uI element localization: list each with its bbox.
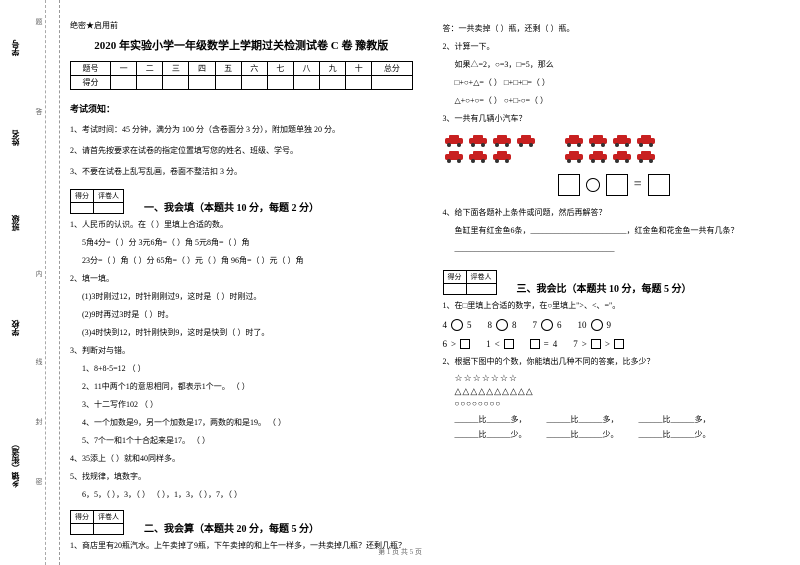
question: 2、填一填。 <box>70 273 413 285</box>
section-3-title: 三、我会比（本题共 10 分，每题 5 分） <box>517 280 692 295</box>
compare-circle <box>591 319 603 331</box>
car-icon <box>563 134 585 148</box>
question: 1、在□里填上合适的数字，在○里填上">、<、="。 <box>443 300 786 312</box>
fill-row: ______比______多， ______比______多， ______比_… <box>443 414 786 425</box>
compare-row: 45 88 76 109 <box>443 319 786 331</box>
binding-label-town: 乡镇（街道） <box>10 440 21 488</box>
table-row: 得分 <box>71 76 413 90</box>
question: 4、35添上（ ）就和40同样多。 <box>70 453 413 465</box>
compare-row: 6> 1< =4 7>> <box>443 339 786 349</box>
car-icon <box>611 150 633 164</box>
question-line: 如果△=2，○=3，□=5，那么 <box>443 59 786 71</box>
car-icon <box>491 150 513 164</box>
exam-title: 2020 年实验小学一年级数学上学期过关检测试卷 C 卷 豫教版 <box>70 37 413 53</box>
car-icon <box>515 134 537 148</box>
notice-item: 1、考试时间：45 分钟，满分为 100 分（含卷面分 3 分），附加题单独 2… <box>70 124 413 135</box>
question: 3、一共有几辆小汽车？ <box>443 113 786 125</box>
answer-line: 答：一共卖掉（ ）瓶，还剩（ ）瓶。 <box>443 23 786 35</box>
question-line: △+○+○=（ ） ○+□-○=（ ） <box>443 95 786 107</box>
car-icon <box>443 150 465 164</box>
binding-label-id: 学号 <box>10 40 21 56</box>
question-line: 5、7个一和1个十合起来是17。 （ ） <box>70 435 413 447</box>
question-line: 1、8+8-5=12 （ ） <box>70 363 413 375</box>
question-line: 鱼缸里有红金鱼6条，________________________，红金鱼和花… <box>443 225 786 237</box>
section-2-title: 二、我会算（本题共 20 分，每题 5 分） <box>144 520 319 535</box>
question-line: 4、一个加数是9，另一个加数是17，两数的和是19。 （ ） <box>70 417 413 429</box>
car-icon <box>467 150 489 164</box>
compare-square <box>530 339 540 349</box>
blank-line: ________________________________________ <box>443 243 786 255</box>
notice-title: 考试须知： <box>70 102 413 115</box>
car-icon <box>467 134 489 148</box>
secret-label: 绝密★启用前 <box>70 20 413 31</box>
compare-circle <box>451 319 463 331</box>
binding-margin: 学号 姓名 班级 学校 乡镇（街道） 题 答 内 线 封 密 <box>0 0 60 565</box>
question: 2、计算一下。 <box>443 41 786 53</box>
equation-boxes: = <box>443 174 786 196</box>
question-line: 6，5，（ ），3，（ ） （ ），1，3，（ ），7，（ ） <box>70 489 413 501</box>
answer-box <box>648 174 670 196</box>
circle-row: ○○○○○○○○ <box>455 399 786 408</box>
binding-char: 题 <box>34 18 44 25</box>
car-icon <box>587 150 609 164</box>
triangle-row: △△△△△△△△△△ <box>455 386 786 397</box>
section-1-title: 一、我会填（本题共 10 分，每题 2 分） <box>144 199 319 214</box>
binding-char: 答 <box>34 108 44 115</box>
compare-square <box>504 339 514 349</box>
car-icon <box>491 134 513 148</box>
notice-item: 3、不要在试卷上乱写乱画，卷面不整洁扣 3 分。 <box>70 166 413 177</box>
binding-label-school: 学校 <box>10 320 21 336</box>
binding-char: 内 <box>34 270 44 277</box>
binding-char: 封 <box>34 418 44 425</box>
question-line: (2)9时再过3时是（ ）时。 <box>70 309 413 321</box>
page-right: 答：一共卖掉（ ）瓶，还剩（ ）瓶。 2、计算一下。 如果△=2，○=3，□=5… <box>443 20 786 540</box>
answer-box <box>606 174 628 196</box>
car-icon <box>563 150 585 164</box>
question: 2、根据下图中的个数，你能填出几种不同的答案，比多少？ <box>443 356 786 368</box>
question: 1、商店里有20瓶汽水。上午卖掉了9瓶，下午卖掉的和上午一样多，一共卖掉几瓶？还… <box>70 540 413 552</box>
notice-item: 2、请首先按要求在试卷的指定位置填写您的姓名、班级、学号。 <box>70 145 413 156</box>
question: 5、找规律，填数字。 <box>70 471 413 483</box>
question-line: 23分=（ ）角（ ）分 65角=（ ）元（ ）角 96角=（ ）元（ ）角 <box>70 255 413 267</box>
score-mini-table: 得分评卷人 <box>70 510 124 535</box>
table-row: 题号 一 二 三 四 五 六 七 八 九 十 总分 <box>71 62 413 76</box>
question-line: □+○+△=（ ） □+□+□=（ ） <box>443 77 786 89</box>
binding-label-name: 姓名 <box>10 130 21 146</box>
score-mini-table: 得分评卷人 <box>70 189 124 214</box>
binding-char: 密 <box>34 478 44 485</box>
car-icon <box>587 134 609 148</box>
question-line: 3、十二写作102 （ ） <box>70 399 413 411</box>
compare-square <box>460 339 470 349</box>
question-line: 2、11中两个1的意思相同，都表示1个一。 （ ） <box>70 381 413 393</box>
car-illustration <box>443 134 786 164</box>
page-left: 绝密★启用前 2020 年实验小学一年级数学上学期过关检测试卷 C 卷 豫教版 … <box>70 20 413 540</box>
operator-circle <box>586 178 600 192</box>
question: 4、给下面各题补上条件或问题，然后再解答？ <box>443 207 786 219</box>
compare-square <box>591 339 601 349</box>
car-icon <box>635 134 657 148</box>
compare-circle <box>541 319 553 331</box>
compare-square <box>614 339 624 349</box>
compare-circle <box>496 319 508 331</box>
car-icon <box>611 134 633 148</box>
binding-char: 线 <box>34 358 44 365</box>
page-footer: 第 1 页 共 5 页 <box>378 547 422 557</box>
score-table: 题号 一 二 三 四 五 六 七 八 九 十 总分 得分 <box>70 61 413 90</box>
score-mini-table: 得分评卷人 <box>443 270 497 295</box>
answer-box <box>558 174 580 196</box>
fill-row: ______比______少。 ______比______少。 ______比_… <box>443 429 786 440</box>
car-icon <box>635 150 657 164</box>
binding-label-class: 班级 <box>10 215 21 231</box>
question-line: (1)3时刚过12，时针刚刚过9，这时是（ ）时刚过。 <box>70 291 413 303</box>
question: 3、判断对与错。 <box>70 345 413 357</box>
question-line: (3)4时快到12，时针刚快到9，这时是快到（ ）时了。 <box>70 327 413 339</box>
question-line: 5角4分=（ ）分 3元6角=（ ）角 5元8角=（ ）角 <box>70 237 413 249</box>
car-icon <box>443 134 465 148</box>
triangle-row: ☆☆☆☆☆☆☆ <box>455 373 786 384</box>
equals-sign: = <box>634 177 642 193</box>
question: 1、人民币的认识。在（ ）里填上合适的数。 <box>70 219 413 231</box>
